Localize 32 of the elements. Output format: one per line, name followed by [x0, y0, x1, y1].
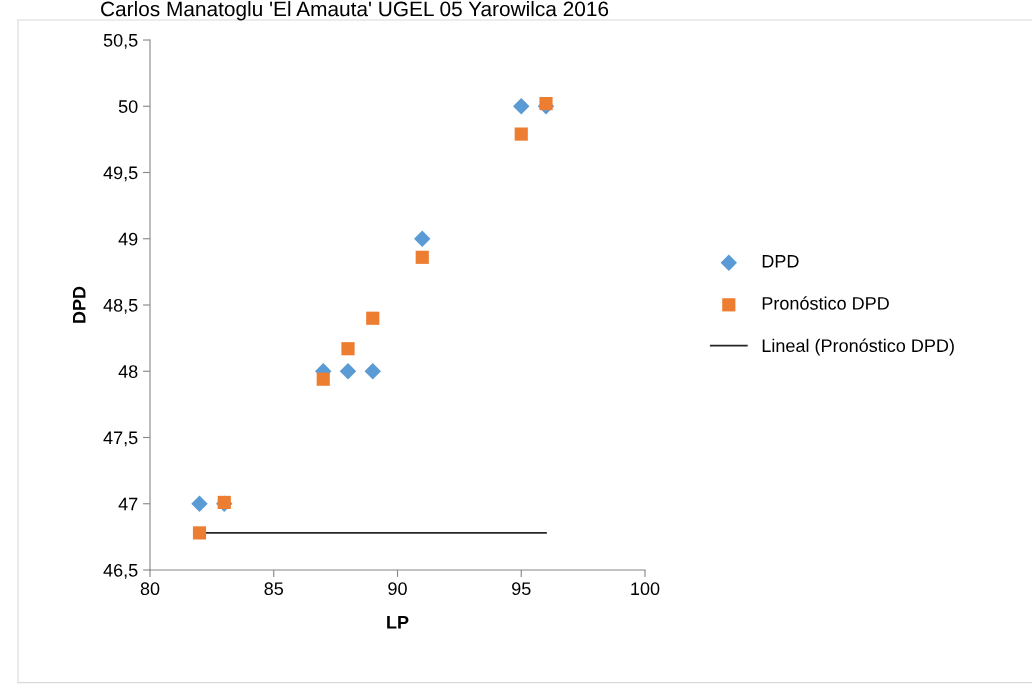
x-tick-label: 95: [512, 582, 531, 596]
y-tick-label: 48,5: [103, 298, 138, 314]
point: [366, 311, 380, 325]
point: [191, 495, 208, 512]
x-tick-label: 80: [140, 582, 160, 596]
point: [192, 526, 207, 540]
legend-label: Pronóstico DPD: [762, 296, 889, 310]
point: [341, 342, 355, 356]
y-tick-label: 47: [118, 497, 138, 511]
chart-title: Carlos Manatoglu 'El Amauta' UGEL 05 Yarowilca 2016: [101, 1, 609, 21]
legend-label: DPD: [762, 255, 799, 268]
point: [514, 127, 528, 141]
y-tick-label: 46,5: [103, 563, 138, 579]
point: [316, 372, 330, 386]
x-tick-label: 90: [388, 582, 407, 596]
x-axis-title: LP: [387, 615, 409, 629]
point: [364, 363, 381, 380]
y-tick-label: 50: [118, 100, 138, 113]
y-tick-label: 50,5: [103, 33, 138, 49]
legend-label: Lineal (Pronóstico DPD): [762, 338, 954, 356]
y-tick-label: 47,5: [103, 431, 138, 447]
y-tick-label: 49: [118, 232, 138, 246]
y-axis-title: DPD: [73, 286, 86, 323]
point: [339, 363, 357, 380]
y-tick-label: 48: [118, 365, 138, 378]
y-tick-label: 49,5: [103, 166, 138, 182]
point: [513, 98, 530, 115]
point: [539, 97, 553, 111]
x-tick-label: 85: [264, 582, 284, 596]
point: [415, 250, 429, 264]
x-tick-label: 100: [631, 582, 660, 596]
point: [414, 230, 431, 247]
